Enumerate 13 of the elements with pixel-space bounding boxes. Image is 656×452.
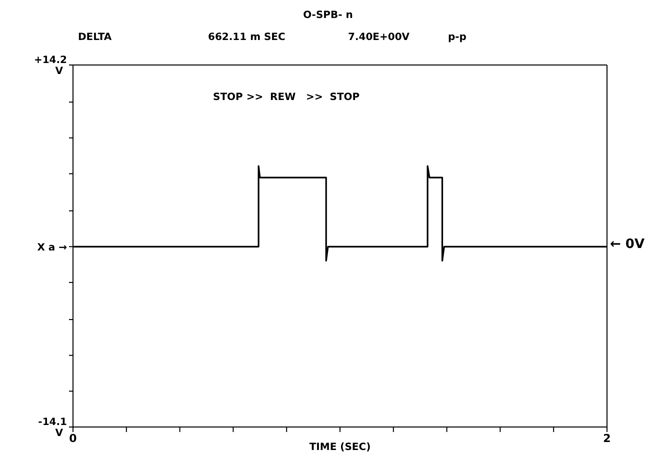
text: DELTA [78, 32, 112, 43]
y-tick-label: X a → [37, 242, 67, 254]
text: ← 0V [610, 237, 645, 252]
text: 662.11 m SEC [208, 32, 286, 43]
text: p-p [448, 32, 466, 43]
x-axis-title: TIME (SEC) [309, 442, 371, 452]
y-tick-label: -14.1 V [38, 417, 68, 439]
x-tick-label: 0 [69, 432, 78, 445]
y-tick-label: +14.2 V [34, 55, 68, 77]
chart-title: O-SPB- n [302, 10, 354, 21]
x-tick-label: 2 [603, 432, 611, 445]
text: 7.40E+00V [348, 32, 410, 43]
annotation: STOP >> REW >> STOP [213, 92, 360, 103]
